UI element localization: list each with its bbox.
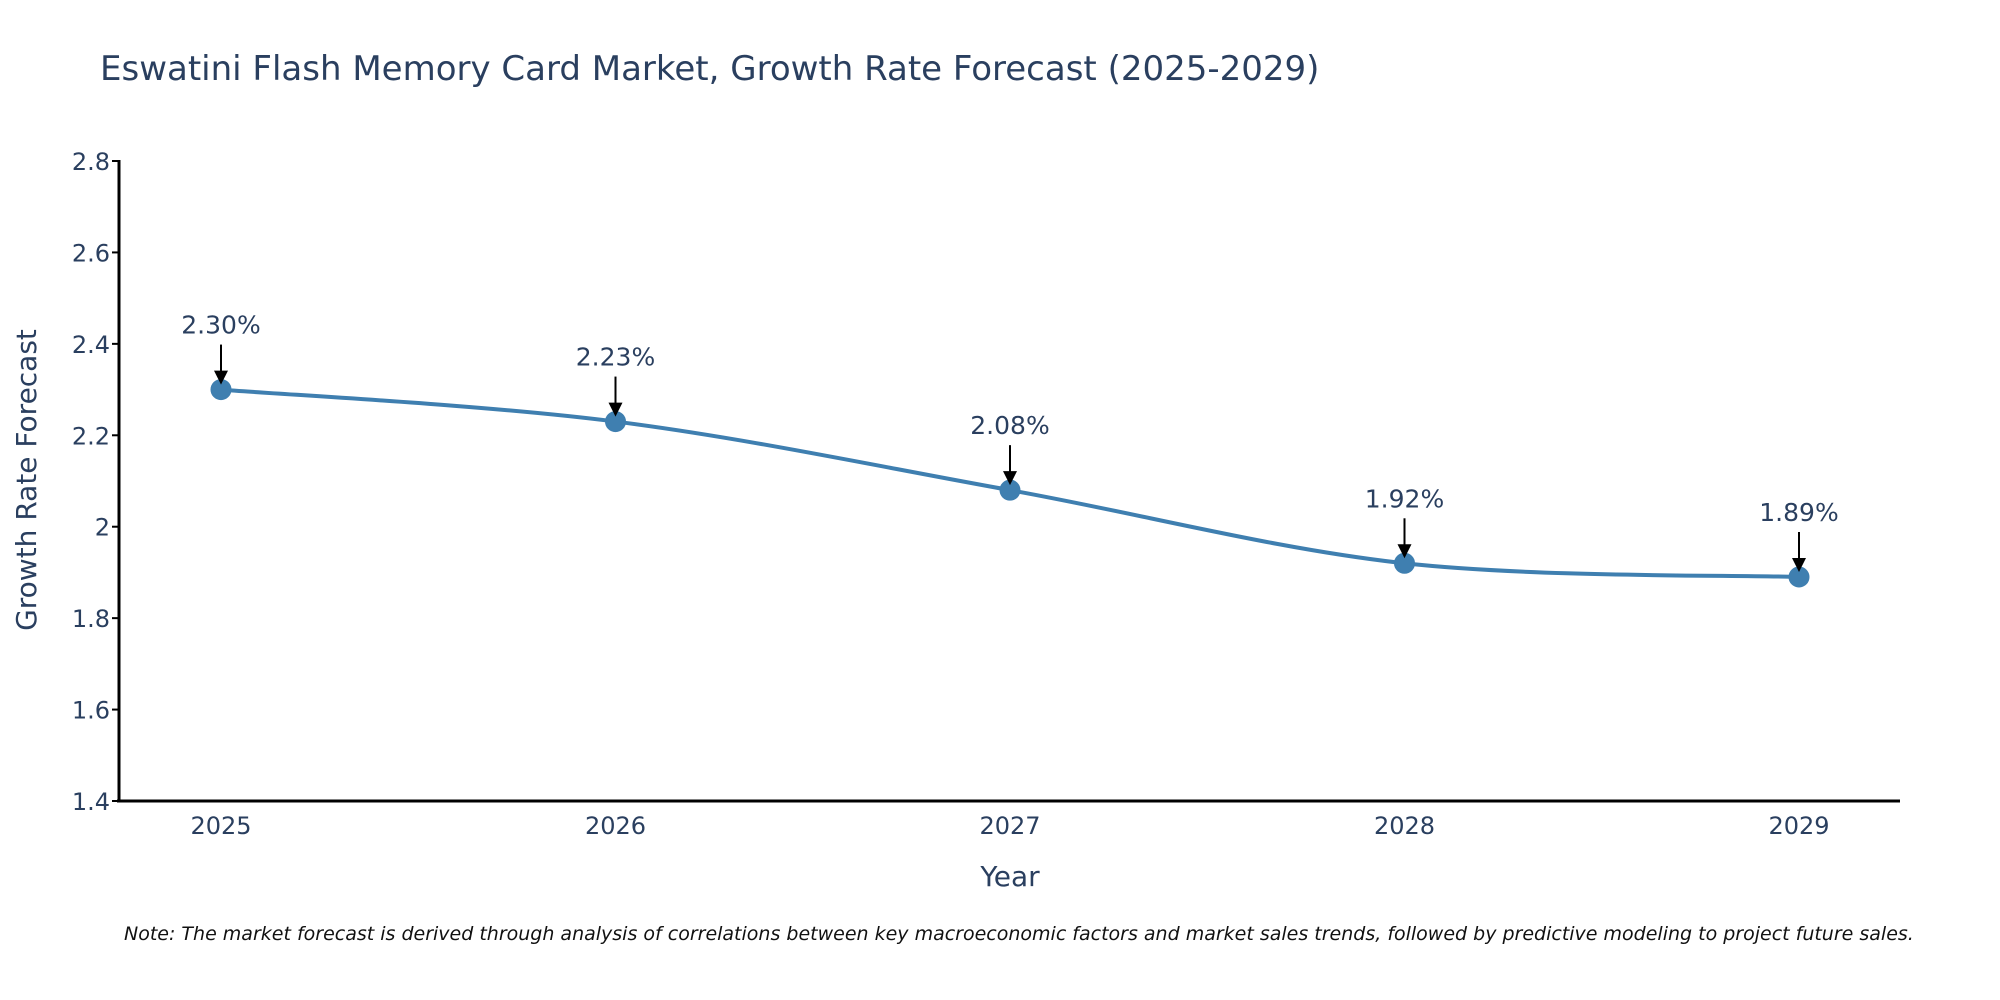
annotation-arrow-head: [1397, 544, 1412, 559]
data-label: 2.08%: [970, 411, 1049, 440]
x-tick-label: 2027: [979, 812, 1040, 840]
chart-note: Note: The market forecast is derived thr…: [124, 923, 1914, 945]
x-tick-label: 2026: [585, 812, 646, 840]
data-label: 2.30%: [181, 311, 260, 340]
y-tick-label: 2: [95, 514, 110, 542]
y-tick-label: 2.2: [72, 422, 110, 450]
annotation-arrow-head: [1003, 471, 1017, 486]
data-label: 2.23%: [576, 343, 655, 372]
y-tick-label: 2.6: [72, 239, 110, 267]
data-label: 1.89%: [1759, 498, 1838, 527]
y-tick-label: 1.6: [72, 697, 110, 725]
annotation-arrow-head: [1792, 558, 1806, 572]
x-tick-label: 2025: [190, 812, 251, 840]
y-tick-label: 2.4: [72, 331, 110, 359]
y-tick-label: 1.8: [72, 605, 110, 633]
y-axis-title: Growth Rate Forecast: [10, 329, 43, 631]
x-tick-label: 2029: [1768, 812, 1829, 840]
data-annotations: 2.30% 2.23% 2.08% 1.92% 1.89%: [181, 311, 1839, 572]
annotation-arrow-head: [214, 370, 228, 385]
y-tick-label: 1.4: [72, 788, 110, 816]
x-axis-ticks: 2025 2026 2027 2028 2029: [190, 812, 1829, 840]
chart-title: Eswatini Flash Memory Card Market, Growt…: [100, 49, 1319, 89]
annotation-arrow-head: [608, 402, 623, 417]
data-label: 1.92%: [1365, 484, 1444, 513]
x-tick-label: 2028: [1374, 812, 1435, 840]
data-markers: [210, 379, 1810, 588]
x-axis-title: Year: [979, 860, 1040, 893]
y-axis-ticks: 1.4 1.6 1.8 2 2.2 2.4 2.6 2.8: [72, 148, 119, 816]
y-tick-label: 2.8: [72, 148, 110, 176]
